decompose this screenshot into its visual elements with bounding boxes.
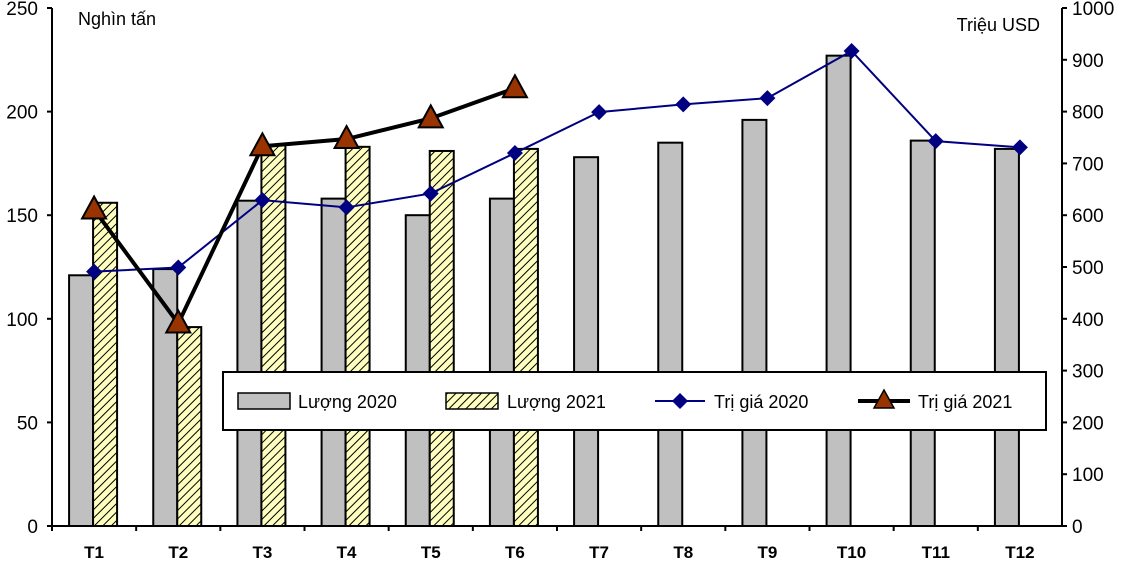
legend-triangle-icon: [872, 388, 896, 409]
x-tick-label-T8: T8: [673, 543, 693, 562]
x-tick-label-T5: T5: [421, 543, 441, 562]
bar-luong-2020-T3: [236, 199, 263, 527]
legend-label-tri-gia-2020: Trị giá 2020: [714, 392, 808, 412]
point-tri-gia-2020-T4: [338, 199, 355, 216]
point-tri-gia-2020-T9: [759, 90, 776, 107]
bar-luong-2021-T5: [428, 149, 455, 528]
point-tri-gia-2020-T2: [170, 259, 187, 276]
x-tick-label-T3: T3: [252, 543, 272, 562]
x-tick-label-T2: T2: [168, 543, 188, 562]
point-tri-gia-2021-T5: [417, 103, 445, 129]
point-tri-gia-2020-T5: [422, 185, 439, 202]
point-tri-gia-2020-T7: [591, 104, 608, 121]
bar-luong-2020-T5: [404, 214, 431, 527]
left-tick-label: 100: [6, 310, 38, 331]
left-tick-label: 150: [6, 206, 38, 227]
x-tick-label-T7: T7: [589, 543, 609, 562]
bar-luong-2020-T6: [488, 197, 515, 527]
legend-label-luong-2021: Lượng 2021: [507, 392, 606, 412]
right-tick-label: 100: [1072, 465, 1104, 486]
legend-diamond-icon: [672, 393, 688, 409]
bar-luong-2020-T12: [993, 147, 1020, 527]
right-tick-label: 300: [1072, 362, 1104, 383]
x-tick-label-T11: T11: [922, 543, 950, 562]
left-tick-label: 250: [6, 0, 38, 20]
right-tick-label: 700: [1072, 154, 1104, 175]
bar-luong-2020-T1: [68, 274, 95, 527]
bar-luong-2021-T1: [92, 201, 119, 527]
right-tick-label: 600: [1072, 206, 1104, 227]
bar-luong-2020-T8: [657, 141, 684, 527]
bar-luong-2020-T4: [320, 197, 347, 527]
point-tri-gia-2021-T3: [248, 131, 277, 157]
point-tri-gia-2020-T6: [506, 145, 523, 162]
legend-swatch-luong-2021: [445, 392, 499, 410]
left-tick-label: 200: [6, 103, 38, 124]
point-tri-gia-2020-T10: [843, 42, 860, 59]
point-tri-gia-2020-T8: [675, 96, 692, 113]
right-tick-label: 400: [1072, 310, 1104, 331]
bar-luong-2020-T7: [573, 156, 600, 528]
right-axis-label: Triệu USD: [957, 15, 1040, 35]
x-tick-label-T6: T6: [505, 543, 525, 562]
point-tri-gia-2020-T3: [254, 192, 271, 209]
point-tri-gia-2021-T1: [80, 194, 108, 220]
left-axis-label: Nghìn tấn: [78, 9, 156, 29]
bar-luong-2021-T6: [512, 147, 539, 527]
bar-luong-2020-T10: [825, 54, 852, 527]
point-tri-gia-2020-T12: [1011, 139, 1028, 156]
line-tri-gia-2020: [94, 49, 1020, 273]
x-tick-label-T4: T4: [337, 543, 357, 562]
legend-label-tri-gia-2021: Trị giá 2021: [918, 392, 1012, 412]
right-tick-label: 800: [1072, 103, 1104, 124]
point-tri-gia-2021-T2: [164, 308, 192, 334]
right-tick-label: 900: [1072, 51, 1104, 72]
point-tri-gia-2020-T11: [927, 133, 944, 150]
right-tick-label: 1000: [1072, 0, 1114, 20]
point-tri-gia-2021-T4: [332, 123, 361, 150]
x-tick-label-T10: T10: [837, 543, 866, 562]
legend-label-luong-2020: Lượng 2020: [298, 392, 397, 412]
left-tick-label: 50: [17, 413, 38, 434]
point-tri-gia-2021-T6: [501, 73, 529, 99]
left-tick-label: 0: [27, 517, 38, 538]
line-tri-gia-2021: [92, 86, 516, 328]
right-tick-label: 500: [1072, 258, 1104, 279]
right-tick-label: 0: [1072, 517, 1083, 538]
right-tick-label: 200: [1072, 413, 1104, 434]
legend-swatch-luong-2020: [237, 392, 291, 410]
legend: Lượng 2020 Lượng 2021 Trị giá 2020 Trị g…: [222, 371, 1047, 431]
x-tick-label-T12: T12: [1005, 543, 1034, 562]
x-tick-label-T9: T9: [757, 543, 777, 562]
bar-luong-2020-T9: [741, 118, 768, 527]
x-tick-label-T1: T1: [84, 543, 104, 562]
bar-luong-2020-T11: [909, 139, 936, 527]
point-tri-gia-2020-T1: [86, 263, 103, 280]
bar-luong-2021-T2: [176, 326, 203, 528]
